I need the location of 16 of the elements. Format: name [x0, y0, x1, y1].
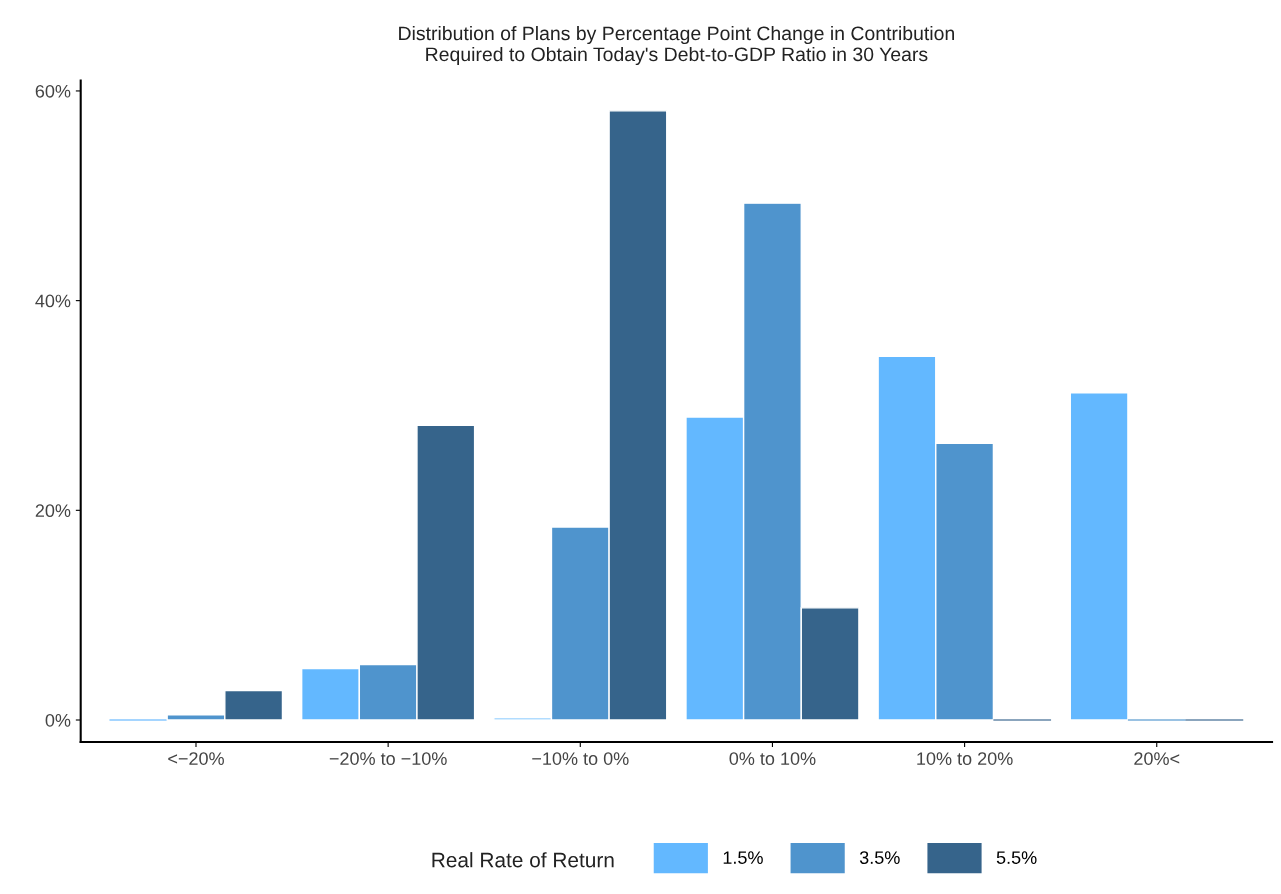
legend-label: 5.5%: [996, 851, 1037, 864]
legend-title: Real Rate of Return: [432, 852, 614, 868]
y-tick-label: 20%: [35, 504, 71, 518]
legend-label: 3.5%: [859, 851, 900, 864]
chart-title: Distribution of Plans by Percentage Point Change in Contribution Required to Obtain Today's Debt-to-GDP Ratio in 30 Years: [399, 25, 954, 66]
x-tick-label: 0% to 10%: [729, 752, 816, 765]
x-tick-label: <−20%: [168, 752, 224, 765]
x-tick-label: 20%<: [1134, 752, 1180, 765]
x-tick-label: −10% to 0%: [532, 752, 629, 765]
y-tick-label: 40%: [35, 294, 71, 308]
legend-label: 1.5%: [723, 851, 763, 864]
x-tick-label: −20% to −10%: [329, 752, 447, 765]
x-tick-label: 10% to 20%: [917, 752, 1013, 765]
y-tick-label: 0%: [45, 713, 71, 727]
y-tick-label: 60%: [35, 84, 71, 98]
bar: [1069, 392, 1129, 721]
